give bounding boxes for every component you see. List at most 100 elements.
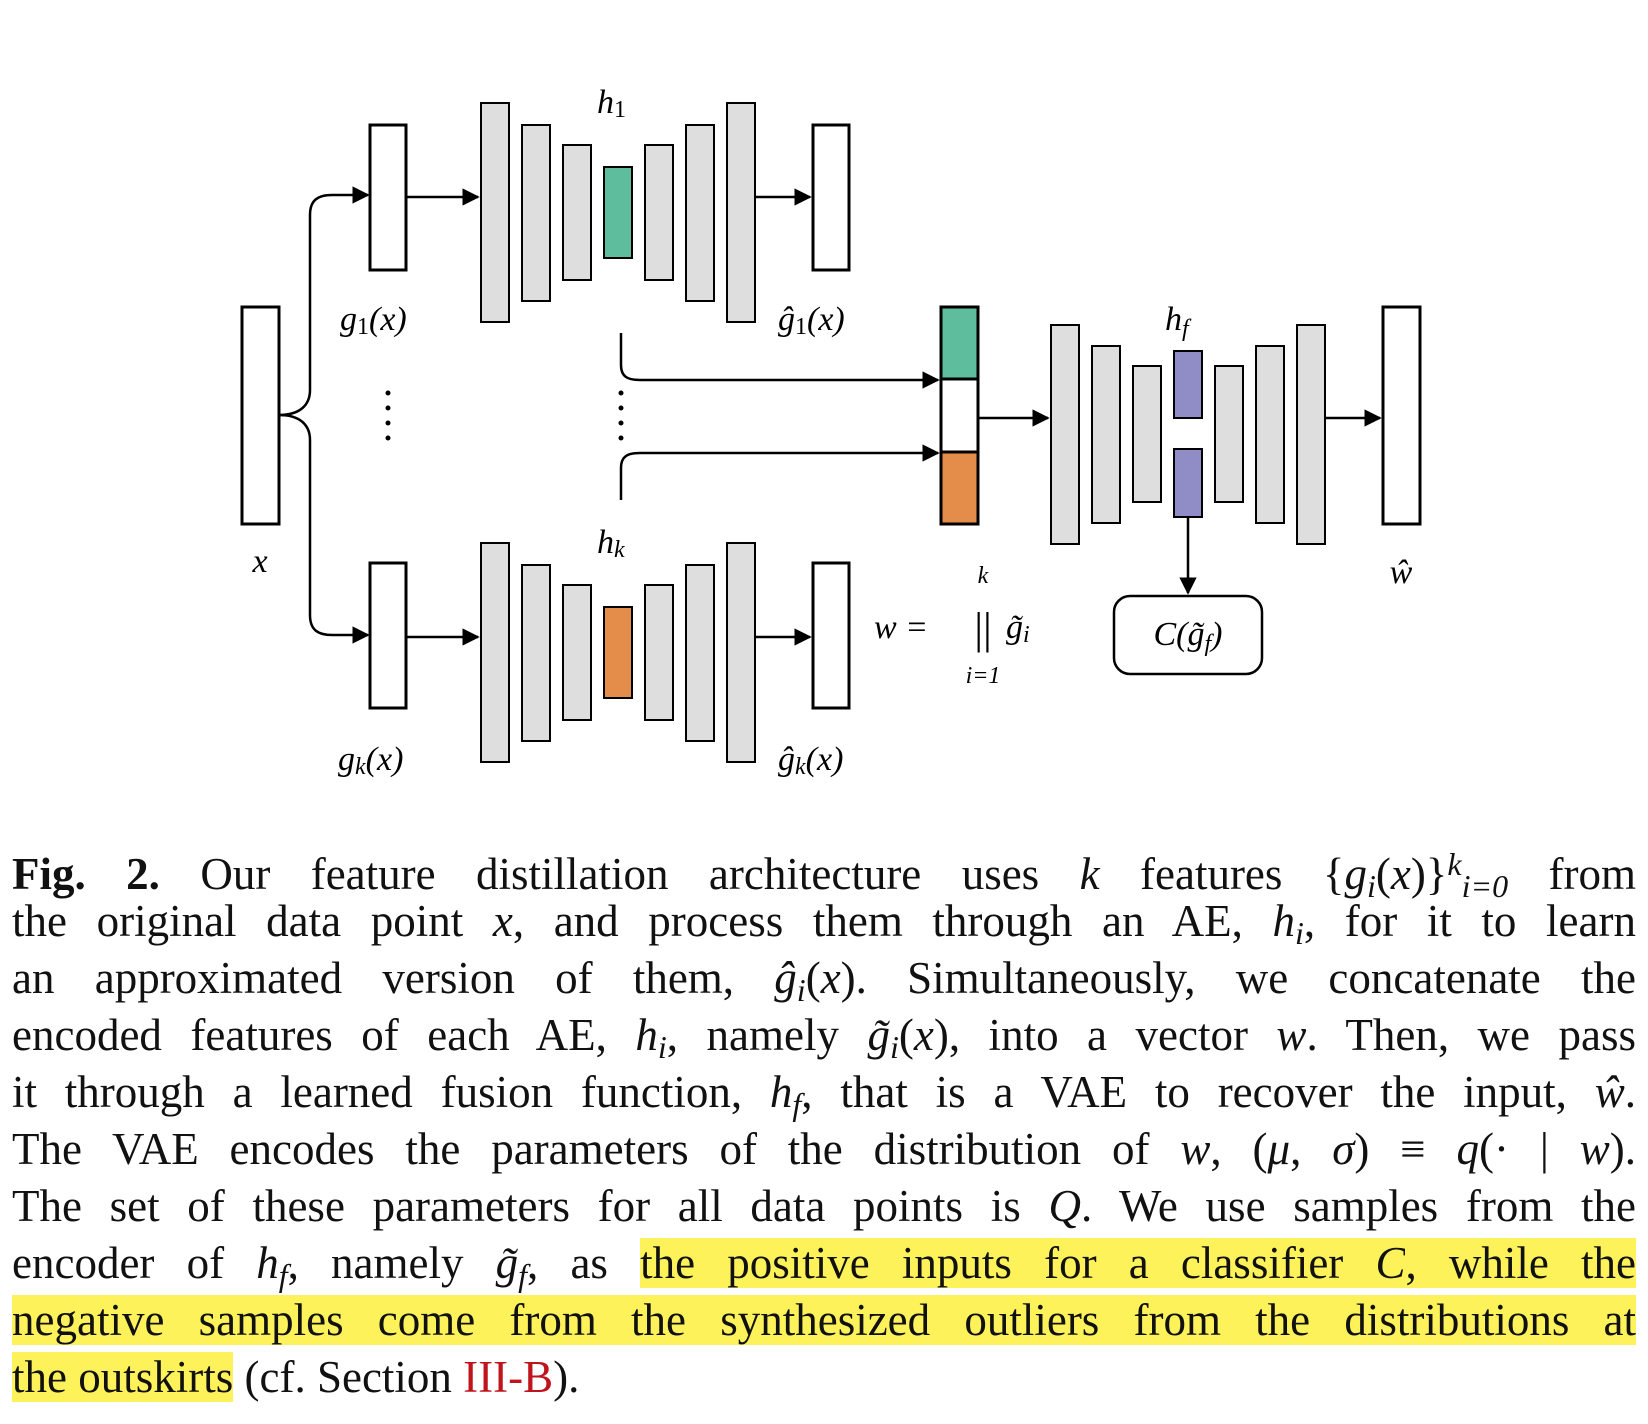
caption-text: the original data point [12, 896, 493, 946]
caption-text: ). [553, 1352, 580, 1402]
encoder-hf [1050, 324, 1162, 545]
caption-text: μ [1267, 1124, 1291, 1174]
concatenated-vector-w [939, 305, 980, 526]
latent-hf-sigma [1173, 448, 1203, 518]
caption-text: f [518, 1257, 528, 1293]
caption-text: an approximated version of them, [12, 953, 775, 1003]
caption-text: i [889, 1029, 899, 1065]
caption-text: , ( [1210, 1124, 1268, 1174]
caption-text: h [256, 1238, 279, 1288]
caption-text: ĝ [774, 953, 797, 1003]
caption-text: negative samples come from the synthesiz… [12, 1295, 1636, 1345]
caption-text: h [635, 1010, 658, 1060]
caption-text: g̃ [495, 1238, 519, 1288]
decoder-hf [1214, 324, 1326, 545]
g1-box [368, 123, 408, 272]
input-x-box [240, 305, 281, 526]
caption-text: i [1366, 868, 1376, 904]
label-g1hat: ĝ1(x) [778, 301, 845, 340]
caption-text: it through a learned fusion function, [12, 1067, 770, 1117]
caption-text: ( [898, 1010, 914, 1060]
caption-text: k [1079, 849, 1100, 899]
caption-text: ) ≡ [1354, 1124, 1457, 1174]
caption-text: encoded features of each AE, [12, 1010, 636, 1060]
caption-text: x [492, 896, 513, 946]
caption-text: f [278, 1257, 288, 1293]
caption-text: The set of these parameters for all data… [12, 1181, 1049, 1231]
latent-arrow-top [619, 333, 940, 389]
caption-text: The VAE encodes the parameters of the di… [12, 1124, 1181, 1174]
latent-arrow-bottom [619, 444, 940, 500]
caption-text: k [1447, 846, 1462, 882]
figure-caption: Fig. 2. Our feature distillation archite… [12, 836, 1636, 1406]
gkhat-box [811, 561, 851, 710]
caption-text: , that is a VAE to recover the input, [801, 1067, 1595, 1117]
caption-text: . [1624, 1067, 1636, 1117]
caption-text: w [1579, 1124, 1610, 1174]
caption-text: C [1375, 1238, 1406, 1288]
architecture-diagram: x h1 g1(x) ĝ1(x) [240, 84, 1422, 780]
caption-text: the outskirts [12, 1352, 234, 1402]
caption-line: the original data point x, and process t… [12, 893, 1636, 951]
encoder-hk [480, 542, 592, 763]
caption-text: σ [1332, 1124, 1355, 1174]
caption-text: )} [1410, 849, 1448, 899]
caption-text: g [1344, 849, 1367, 899]
caption-text: ( [1375, 849, 1391, 899]
caption-line: encoded features of each AE, hi, namely … [12, 1007, 1637, 1065]
caption-line: an approximated version of them, ĝi(x). … [12, 950, 1636, 1008]
caption-text: (· | [1479, 1124, 1580, 1174]
caption-text: features { [1099, 849, 1345, 899]
caption-text: , for it to learn [1303, 896, 1636, 946]
latent-hf-mu [1173, 350, 1203, 419]
caption-line: negative samples come from the synthesiz… [12, 1292, 1636, 1349]
caption-text: (cf. Section [233, 1352, 464, 1402]
label-gtilde-i: g̃i [1006, 609, 1030, 648]
section-reference-link[interactable]: III-B [463, 1352, 554, 1402]
caption-text: f [792, 1086, 802, 1122]
label-concat-bottom: i=1 [966, 663, 1001, 689]
classifier-box [1112, 594, 1264, 676]
gk-box [368, 561, 408, 710]
label-x: x [251, 543, 267, 580]
label-gkhat: ĝk(x) [778, 741, 843, 780]
caption-text: the positive inputs for a classifier [640, 1238, 1376, 1288]
caption-line: The set of these parameters for all data… [12, 1178, 1636, 1235]
caption-text: , while the [1405, 1238, 1636, 1288]
label-concat-top: k [978, 563, 989, 589]
caption-text: w [1276, 1010, 1307, 1060]
caption-text: w [1180, 1124, 1211, 1174]
ellipsis-dots-middle [618, 390, 624, 441]
caption-text: Q [1048, 1181, 1081, 1231]
caption-text: , and process them through an AE, [512, 896, 1273, 946]
caption-text: g̃ [867, 1010, 890, 1060]
decoder-hk [644, 542, 756, 763]
caption-line: The VAE encodes the parameters of the di… [12, 1121, 1636, 1178]
caption-text: . Then, we pass [1306, 1010, 1637, 1060]
label-hf: hf [1165, 301, 1192, 342]
caption-text: from [1508, 849, 1636, 899]
caption-text: ŵ [1594, 1067, 1625, 1117]
latent-h1 [603, 166, 633, 259]
caption-text: q [1456, 1124, 1480, 1174]
decoder-h1 [644, 102, 756, 323]
caption-text: ). Simultaneously, we concatenate the [840, 953, 1636, 1003]
label-g1: g1(x) [340, 301, 407, 340]
encoder-h1 [480, 102, 592, 323]
caption-text: ). [1609, 1124, 1637, 1174]
caption-text: x [913, 1010, 934, 1060]
caption-text: x [820, 953, 841, 1003]
caption-text: . We use samples from the [1080, 1181, 1636, 1231]
latent-hk [603, 606, 633, 699]
branch-connector [278, 186, 370, 417]
label-gk: gk(x) [338, 741, 403, 780]
caption-text: , namely [666, 1010, 868, 1060]
what-box [1381, 305, 1422, 526]
caption-line: Fig. 2. Our feature distillation archite… [12, 836, 1636, 904]
label-hk: hk [597, 524, 625, 563]
caption-line: encoder of hf, namely g̃f, as the positi… [12, 1235, 1636, 1293]
caption-text: i [1294, 915, 1304, 951]
g1hat-box [811, 123, 851, 272]
caption-text: , as [527, 1238, 641, 1288]
caption-text: , namely [287, 1238, 496, 1288]
